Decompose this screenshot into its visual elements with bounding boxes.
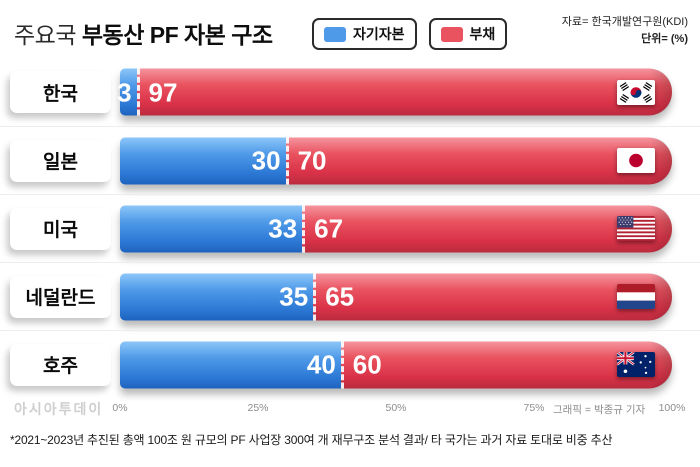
- footnote: *2021~2023년 추진된 총액 100조 원 규모의 PF 사업장 300…: [10, 433, 613, 447]
- unit-line: 단위= (%): [641, 33, 688, 46]
- debt-segment: 70: [285, 137, 673, 184]
- debt-value: 70: [297, 145, 327, 176]
- axis-tick-25: 25%: [247, 402, 269, 414]
- debt-value: 97: [148, 77, 178, 107]
- legend-item-debt: 부채: [428, 18, 508, 50]
- stacked-bar: 30 70: [120, 137, 673, 184]
- flag-australia-icon: [617, 352, 655, 377]
- equity-value: 30: [251, 145, 281, 176]
- debt-segment: 97: [136, 68, 673, 116]
- legend-label-equity: 자기자본: [353, 26, 405, 42]
- source-line: 자료= 한국개발연구원(KDI): [561, 16, 688, 28]
- equity-value: 40: [306, 349, 336, 380]
- debt-segment: 65: [313, 273, 672, 320]
- chart-row: 네덜란드 35 65: [0, 262, 700, 330]
- country-label: 호주: [10, 343, 111, 386]
- country-label: 한국: [10, 71, 111, 113]
- stacked-bar: 33 67: [120, 205, 672, 252]
- equity-color-chip: [324, 26, 346, 42]
- stacked-bar: 35 65: [120, 273, 672, 320]
- country-label: 미국: [10, 207, 111, 250]
- country-label: 일본: [10, 139, 111, 182]
- page-title: 주요국 부동산 PF 자본 구조: [14, 16, 273, 50]
- equity-segment: 30: [120, 137, 286, 184]
- graphic-credit: 그래픽 = 박종규 기자: [553, 404, 646, 416]
- equity-segment: 40: [120, 341, 341, 388]
- equity-value: 3: [117, 77, 132, 107]
- chart-row: 호주 40 60: [0, 330, 700, 398]
- equity-segment: 33: [120, 205, 303, 252]
- x-axis: 0% 25% 50% 75% 100% 그래픽 = 박종규 기자: [0, 402, 700, 416]
- debt-color-chip: [440, 26, 463, 42]
- stacked-bar: 40 60: [120, 341, 673, 388]
- legend-label-debt: 부채: [469, 26, 496, 42]
- stacked-bar: 3 97: [117, 68, 673, 116]
- source-note: 자료= 한국개발연구원(KDI) 단위= (%): [562, 14, 688, 48]
- page-title-bold: 부동산 PF 자본 구조: [75, 22, 273, 48]
- debt-value: 67: [314, 213, 344, 244]
- legend-item-equity: 자기자본: [312, 18, 417, 50]
- debt-value: 60: [352, 349, 382, 380]
- chart-row: 한국 3 97: [0, 58, 700, 126]
- page-title-regular: 주요국: [14, 22, 76, 48]
- flag-netherlands-icon: [617, 284, 655, 309]
- chart-area: 한국 3 97: [0, 58, 700, 398]
- chart-row: 미국 33 67: [0, 194, 700, 262]
- equity-value: 33: [268, 213, 298, 244]
- debt-segment: 67: [302, 205, 672, 252]
- debt-segment: 60: [340, 341, 673, 388]
- flag-japan-icon: [617, 148, 655, 173]
- legend: 자기자본 부채: [312, 18, 508, 50]
- flag-usa-icon: [617, 216, 655, 241]
- axis-tick-50: 50%: [385, 402, 407, 414]
- watermark-logo: 아시아투데이: [14, 401, 104, 417]
- country-label: 네덜란드: [10, 275, 111, 318]
- equity-segment: 35: [120, 273, 314, 320]
- equity-segment: 3: [117, 68, 137, 116]
- debt-value: 65: [325, 281, 355, 312]
- equity-value: 35: [279, 281, 309, 312]
- axis-tick-75: 75%: [523, 402, 545, 414]
- chart-row: 일본 30 70: [0, 126, 700, 194]
- axis-tick-100: 100%: [658, 402, 686, 414]
- flag-south-korea-icon: [617, 79, 655, 105]
- axis-tick-0: 0%: [112, 402, 128, 414]
